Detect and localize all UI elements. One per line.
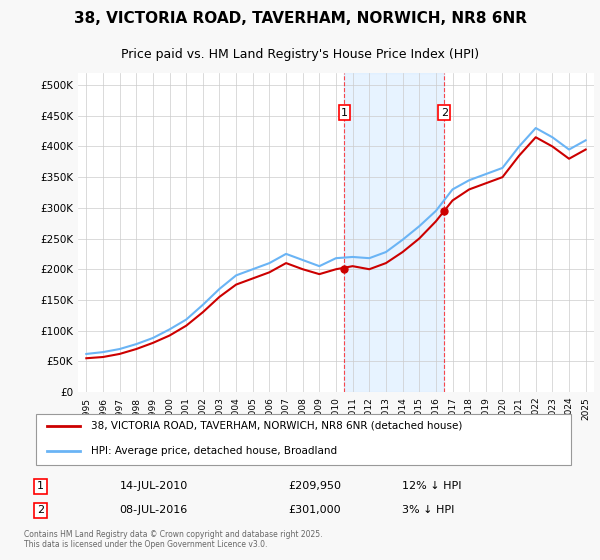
- Text: 3% ↓ HPI: 3% ↓ HPI: [401, 506, 454, 515]
- Text: 38, VICTORIA ROAD, TAVERHAM, NORWICH, NR8 6NR (detached house): 38, VICTORIA ROAD, TAVERHAM, NORWICH, NR…: [91, 421, 462, 431]
- Text: 2: 2: [37, 506, 44, 515]
- Text: 38, VICTORIA ROAD, TAVERHAM, NORWICH, NR8 6NR: 38, VICTORIA ROAD, TAVERHAM, NORWICH, NR…: [74, 11, 527, 26]
- Text: 1: 1: [37, 482, 44, 492]
- Text: HPI: Average price, detached house, Broadland: HPI: Average price, detached house, Broa…: [91, 446, 337, 456]
- Text: 1: 1: [341, 108, 348, 118]
- Text: £301,000: £301,000: [289, 506, 341, 515]
- Text: 14-JUL-2010: 14-JUL-2010: [119, 482, 188, 492]
- Text: 12% ↓ HPI: 12% ↓ HPI: [401, 482, 461, 492]
- Text: 2: 2: [440, 108, 448, 118]
- Text: Contains HM Land Registry data © Crown copyright and database right 2025.
This d: Contains HM Land Registry data © Crown c…: [23, 530, 322, 549]
- Text: 08-JUL-2016: 08-JUL-2016: [119, 506, 188, 515]
- Bar: [344, 73, 444, 392]
- Text: £209,950: £209,950: [289, 482, 342, 492]
- Text: Price paid vs. HM Land Registry's House Price Index (HPI): Price paid vs. HM Land Registry's House …: [121, 48, 479, 61]
- FancyBboxPatch shape: [35, 414, 571, 465]
